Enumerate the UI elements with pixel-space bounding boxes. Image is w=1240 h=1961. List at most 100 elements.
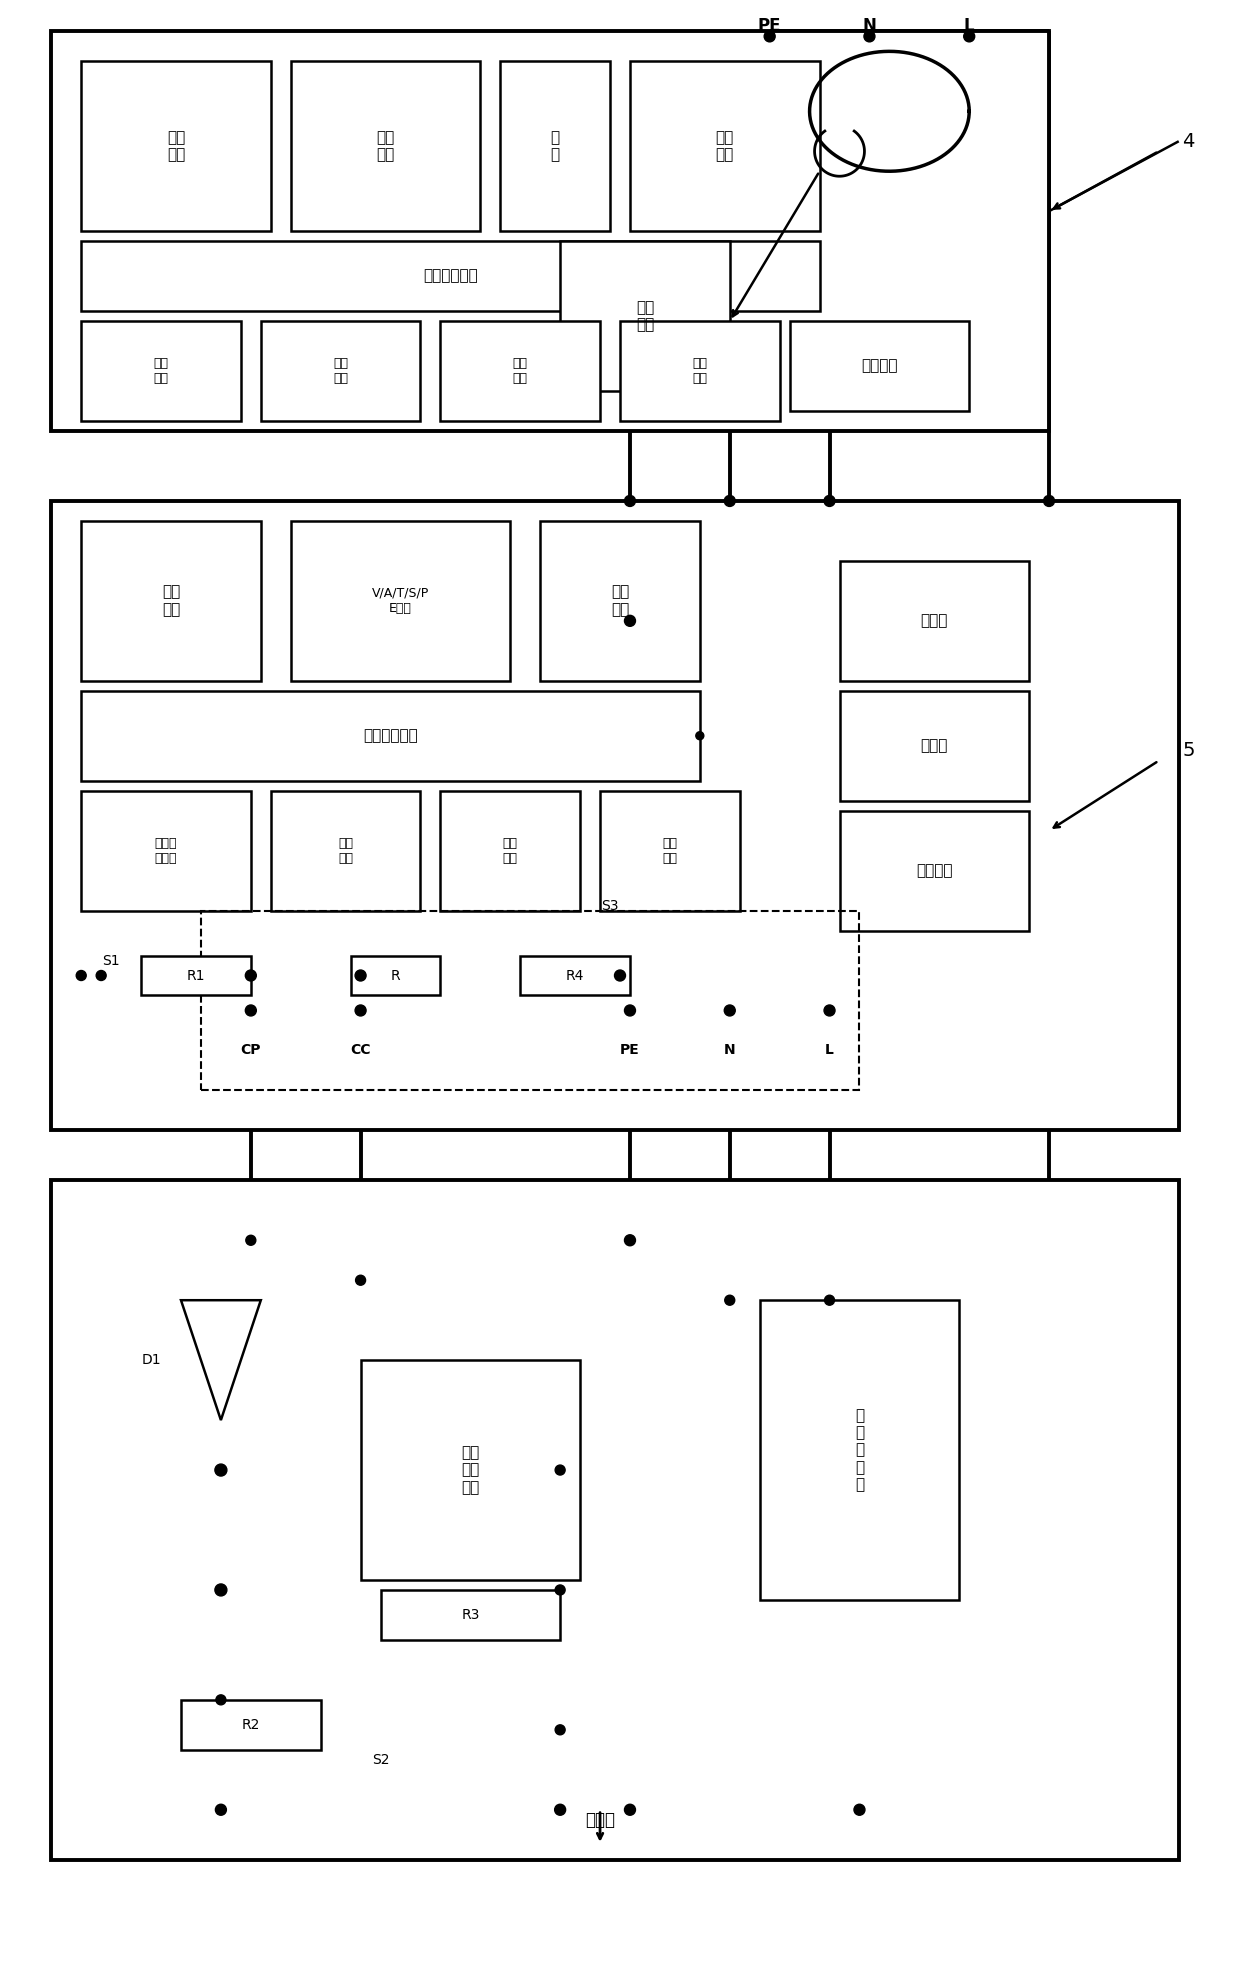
Text: 指示
电路: 指示 电路 — [692, 357, 707, 384]
Bar — [260, 322, 420, 422]
Circle shape — [625, 616, 635, 626]
Text: 执行机构: 执行机构 — [861, 359, 898, 373]
Bar — [290, 522, 510, 680]
Text: PE: PE — [758, 18, 781, 35]
Text: 电能
计量: 电能 计量 — [162, 584, 180, 618]
Circle shape — [625, 1004, 635, 1016]
Text: 温度
监控: 温度 监控 — [334, 357, 348, 384]
Circle shape — [76, 971, 87, 980]
Bar — [141, 955, 250, 996]
Circle shape — [825, 496, 835, 506]
Circle shape — [724, 496, 735, 506]
Circle shape — [355, 971, 366, 980]
Circle shape — [97, 971, 107, 980]
Text: R4: R4 — [565, 969, 584, 982]
Text: 4: 4 — [1183, 131, 1195, 151]
Circle shape — [615, 971, 625, 980]
Bar — [839, 810, 1029, 931]
Text: 电压
监控: 电压 监控 — [154, 357, 169, 384]
Bar — [201, 910, 859, 1090]
Text: 车
辆
充
电
机: 车 辆 充 电 机 — [854, 1408, 864, 1492]
Bar — [790, 322, 970, 412]
Bar — [361, 1361, 580, 1581]
Bar — [81, 322, 241, 422]
Circle shape — [215, 1465, 227, 1477]
Text: 5: 5 — [1183, 741, 1195, 761]
Circle shape — [696, 731, 704, 739]
Text: 中央处理单元: 中央处理单元 — [423, 269, 477, 284]
Circle shape — [355, 1004, 366, 1016]
Circle shape — [864, 31, 875, 41]
Bar — [560, 241, 730, 390]
Circle shape — [216, 1804, 227, 1816]
Circle shape — [246, 1004, 257, 1016]
Text: S2: S2 — [372, 1753, 389, 1767]
Bar — [290, 61, 480, 231]
Bar — [630, 61, 820, 231]
Circle shape — [556, 1465, 565, 1475]
Text: R1: R1 — [187, 969, 205, 982]
Text: CC: CC — [351, 1043, 371, 1057]
Bar — [500, 61, 610, 231]
Circle shape — [854, 1804, 866, 1816]
Bar — [620, 322, 780, 422]
Circle shape — [356, 1275, 366, 1284]
Text: R: R — [391, 969, 401, 982]
Bar — [51, 1181, 1179, 1859]
Circle shape — [556, 1584, 565, 1594]
Circle shape — [625, 496, 635, 506]
Bar — [839, 561, 1029, 680]
Circle shape — [724, 1294, 735, 1306]
Text: CP: CP — [241, 1043, 262, 1057]
Bar — [51, 31, 1049, 431]
Bar — [381, 1590, 560, 1639]
Bar — [81, 241, 820, 312]
Circle shape — [246, 971, 257, 980]
Circle shape — [556, 1726, 565, 1735]
Text: L: L — [963, 18, 975, 35]
Bar — [81, 790, 250, 910]
Circle shape — [246, 1235, 255, 1245]
Circle shape — [554, 1804, 565, 1816]
Text: 供电
电源: 供电 电源 — [167, 129, 185, 163]
Circle shape — [724, 1004, 735, 1016]
Bar — [81, 61, 270, 231]
Bar — [541, 522, 699, 680]
Text: N: N — [724, 1043, 735, 1057]
Text: N: N — [863, 18, 877, 35]
Text: PE: PE — [620, 1043, 640, 1057]
Text: R3: R3 — [461, 1608, 480, 1622]
Text: 检测电路: 检测电路 — [916, 863, 952, 879]
Bar — [839, 690, 1029, 800]
Text: R2: R2 — [242, 1718, 260, 1732]
Circle shape — [1044, 496, 1054, 506]
Text: 充电控
制导引: 充电控 制导引 — [155, 837, 177, 865]
Circle shape — [625, 1804, 635, 1816]
Bar — [51, 500, 1179, 1130]
Text: 供电
电源: 供电 电源 — [611, 584, 629, 618]
Circle shape — [216, 1694, 226, 1704]
Text: 漏电
保护: 漏电 保护 — [715, 129, 734, 163]
Bar — [521, 955, 630, 996]
Text: 自
检: 自 检 — [551, 129, 559, 163]
Text: 手动
测试: 手动 测试 — [377, 129, 394, 163]
Text: 车身地: 车身地 — [585, 1810, 615, 1830]
Text: S1: S1 — [103, 953, 120, 967]
Text: 模拟
漏电: 模拟 漏电 — [636, 300, 653, 331]
Bar — [440, 322, 600, 422]
Circle shape — [825, 1294, 835, 1306]
Bar — [440, 790, 580, 910]
Circle shape — [825, 1004, 835, 1016]
Text: D1: D1 — [141, 1353, 161, 1367]
Polygon shape — [181, 1300, 260, 1420]
Bar — [760, 1300, 960, 1600]
Text: 车辆
控制
装置: 车辆 控制 装置 — [461, 1445, 480, 1494]
Circle shape — [764, 31, 775, 41]
Circle shape — [215, 1584, 227, 1596]
Text: V/A/T/S/P
E监控: V/A/T/S/P E监控 — [372, 586, 429, 616]
Text: 电流
监控: 电流 监控 — [512, 357, 528, 384]
Text: S3: S3 — [601, 898, 619, 912]
Text: 功能
自检: 功能 自检 — [502, 837, 518, 865]
Text: 指示
电路: 指示 电路 — [662, 837, 677, 865]
Text: 通讯
单元: 通讯 单元 — [339, 837, 353, 865]
